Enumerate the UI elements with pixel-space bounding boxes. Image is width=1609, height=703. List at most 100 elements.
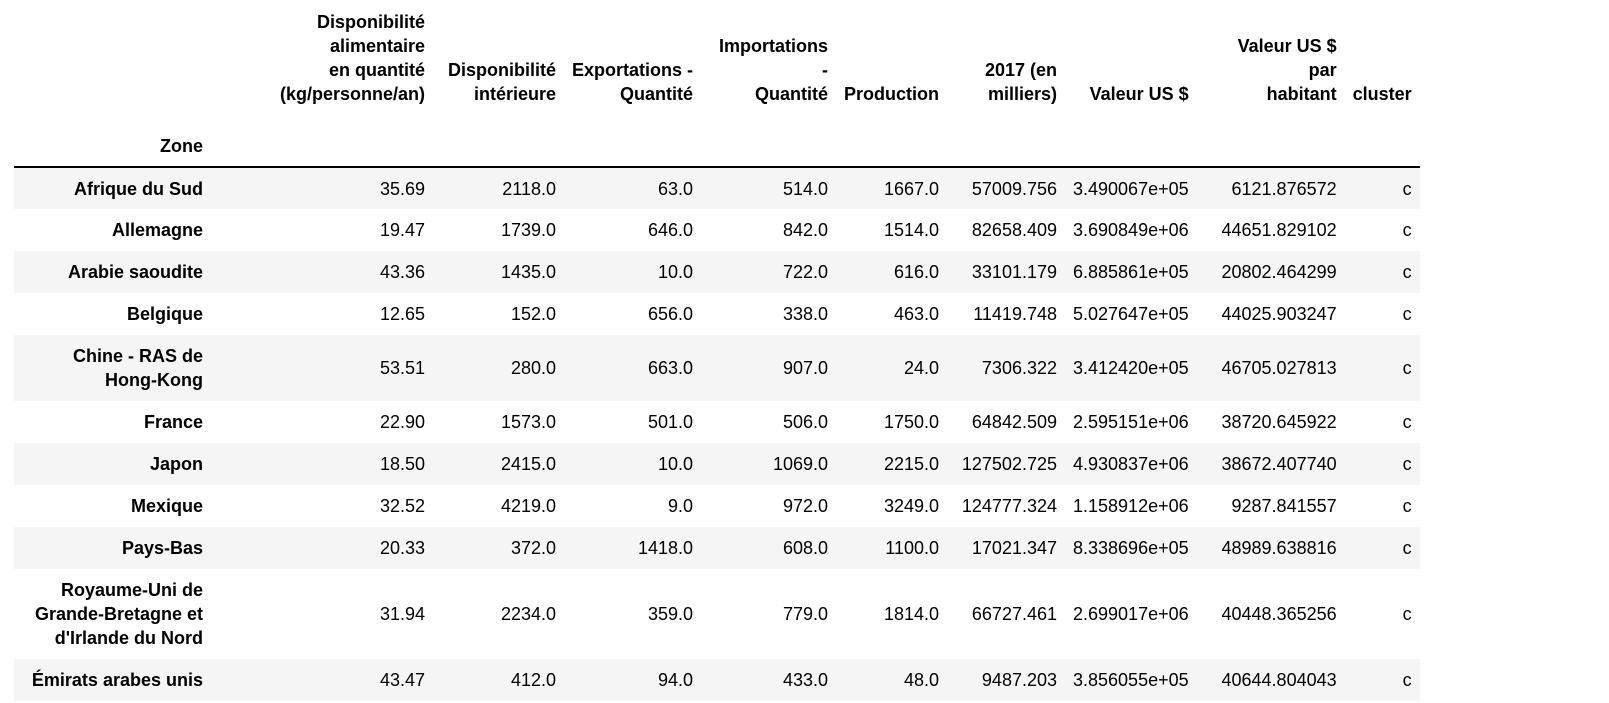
table-cell: 663.0 <box>647 358 693 378</box>
table-cell: 20802.464299 <box>1221 262 1337 282</box>
column-header-line: habitant <box>1266 84 1337 104</box>
table-cell: 10.0 <box>657 262 693 282</box>
table-cell: 433.0 <box>782 670 828 690</box>
column-header-line: Disponibilité <box>448 60 556 80</box>
column-header-line: 2017 (en <box>984 60 1057 80</box>
column-header-line: Valeur US $ <box>1089 84 1189 104</box>
table-cell: 9487.203 <box>981 670 1057 690</box>
table-cell: 3.690849e+06 <box>1073 220 1189 240</box>
table-cell: 6121.876572 <box>1231 178 1337 199</box>
table-cell: 359.0 <box>647 604 693 624</box>
table-cell: c <box>1402 358 1412 378</box>
table-cell: 1514.0 <box>883 220 939 240</box>
row-index-zone: Afrique du Sud <box>14 167 211 209</box>
table-row: Émirats arabes unis 43.47 412.0 94.0 433.0 48… <box>14 659 1420 701</box>
zone-name-line: Afrique du Sud <box>74 178 203 199</box>
table-cell: 1667.0 <box>883 178 939 199</box>
table-row: Allemagne 19.47 1739.0 646.0 842.0 1514.0 8265… <box>14 209 1420 251</box>
table-cell: 22.90 <box>379 412 425 432</box>
column-header: 2017 (en milliers) <box>947 10 1065 112</box>
table-cell: 280.0 <box>510 358 556 378</box>
zone-name-line: Allemagne <box>111 220 203 240</box>
index-header-blank <box>701 112 836 167</box>
table-cell: 514.0 <box>782 178 828 199</box>
table-cell: 19.47 <box>379 220 425 240</box>
index-header-blank <box>836 112 947 167</box>
table-cell: c <box>1402 538 1412 558</box>
row-index-zone: Japon <box>14 443 211 485</box>
table-cell: 40644.804043 <box>1221 670 1337 690</box>
table-row: Royaume-Uni de Grande-Bretagne et d'Irland… <box>14 569 1420 659</box>
table-cell: 152.0 <box>510 304 556 324</box>
table-cell: 5.027647e+05 <box>1073 304 1189 324</box>
column-header: Production <box>836 10 947 112</box>
table-cell: 842.0 <box>782 220 828 240</box>
table-cell: 412.0 <box>510 670 556 690</box>
table-cell: 44651.829102 <box>1221 220 1337 240</box>
table-cell: 3249.0 <box>883 496 939 516</box>
table-cell: 4219.0 <box>500 496 556 516</box>
row-index-zone: Arabie saoudite <box>14 251 211 293</box>
table-cell: c <box>1402 262 1412 282</box>
table-cell: 44025.903247 <box>1221 304 1337 324</box>
table-cell: 63.0 <box>657 178 693 199</box>
table-row: France 22.90 1573.0 501.0 506.0 1750.0 64842.5… <box>14 401 1420 443</box>
index-header-blank <box>1197 112 1345 167</box>
table-cell: c <box>1402 604 1412 624</box>
table-cell: 18.50 <box>379 454 425 474</box>
table-cell: 38720.645922 <box>1221 412 1337 432</box>
table-cell: 1573.0 <box>500 412 556 432</box>
table-cell: 8.338696e+05 <box>1073 538 1189 558</box>
column-header-line: Quantité <box>619 84 693 104</box>
table-cell: 9.0 <box>667 496 693 516</box>
zone-name-line: Émirats arabes unis <box>31 670 203 690</box>
column-header-line: Valeur US $ par <box>1237 36 1337 80</box>
table-cell: c <box>1402 670 1412 690</box>
table-row: Mexique 32.52 4219.0 9.0 972.0 3249.0 124777.3… <box>14 485 1420 527</box>
table-cell: 372.0 <box>510 538 556 558</box>
table-cell: 31.94 <box>379 604 425 624</box>
table-cell: 338.0 <box>782 304 828 324</box>
table-cell: c <box>1402 304 1412 324</box>
table-cell: 1739.0 <box>500 220 556 240</box>
index-header-row: Zone <box>14 112 1420 167</box>
table-cell: 463.0 <box>893 304 939 324</box>
table-cell: c <box>1402 496 1412 516</box>
table-cell: 907.0 <box>782 358 828 378</box>
table-cell: 17021.347 <box>971 538 1057 558</box>
row-index-zone: France <box>14 401 211 443</box>
table-cell: 40448.365256 <box>1221 604 1337 624</box>
table-cell: 20.33 <box>379 538 425 558</box>
table-cell: 3.412420e+05 <box>1073 358 1189 378</box>
table-cell: 53.51 <box>379 358 425 378</box>
row-index-zone: Allemagne <box>14 209 211 251</box>
table-cell: 722.0 <box>782 262 828 282</box>
zone-name-line: Pays-Bas <box>121 538 203 558</box>
table-row: Japon 18.50 2415.0 10.0 1069.0 2215.0 127502.7… <box>14 443 1420 485</box>
table-cell: 1814.0 <box>883 604 939 624</box>
table-cell: 57009.756 <box>971 178 1057 199</box>
index-header-blank <box>433 112 564 167</box>
table-cell: 64842.509 <box>971 412 1057 432</box>
table-cell: 1100.0 <box>885 538 939 558</box>
column-header-line: Disponibilité alimentaire <box>317 12 425 56</box>
row-index-zone: Pays-Bas <box>14 527 211 569</box>
column-header: Disponibilité intérieure <box>433 10 564 112</box>
table-cell: 24.0 <box>903 358 939 378</box>
table-body: Afrique du Sud 35.69 2118.0 63.0 514.0 1667.0… <box>14 167 1420 701</box>
column-header: Valeur US $ par habitant <box>1197 10 1345 112</box>
zone-name-line: Grande-Bretagne et <box>34 604 203 624</box>
column-header-line: en quantité <box>328 60 425 80</box>
zone-name-line: Belgique <box>126 304 203 324</box>
table-cell: 4.930837e+06 <box>1073 454 1189 474</box>
zone-name-line: d'Irlande du Nord <box>54 628 203 648</box>
index-header-blank <box>947 112 1065 167</box>
table-cell: 46705.027813 <box>1221 358 1337 378</box>
table-cell: 48.0 <box>903 670 939 690</box>
table-row: Pays-Bas 20.33 372.0 1418.0 608.0 1100.0 17021… <box>14 527 1420 569</box>
table-cell: c <box>1402 454 1412 474</box>
table-cell: 11419.748 <box>973 304 1057 324</box>
table-cell: 2215.0 <box>883 454 939 474</box>
table-cell: 127502.725 <box>961 454 1057 474</box>
